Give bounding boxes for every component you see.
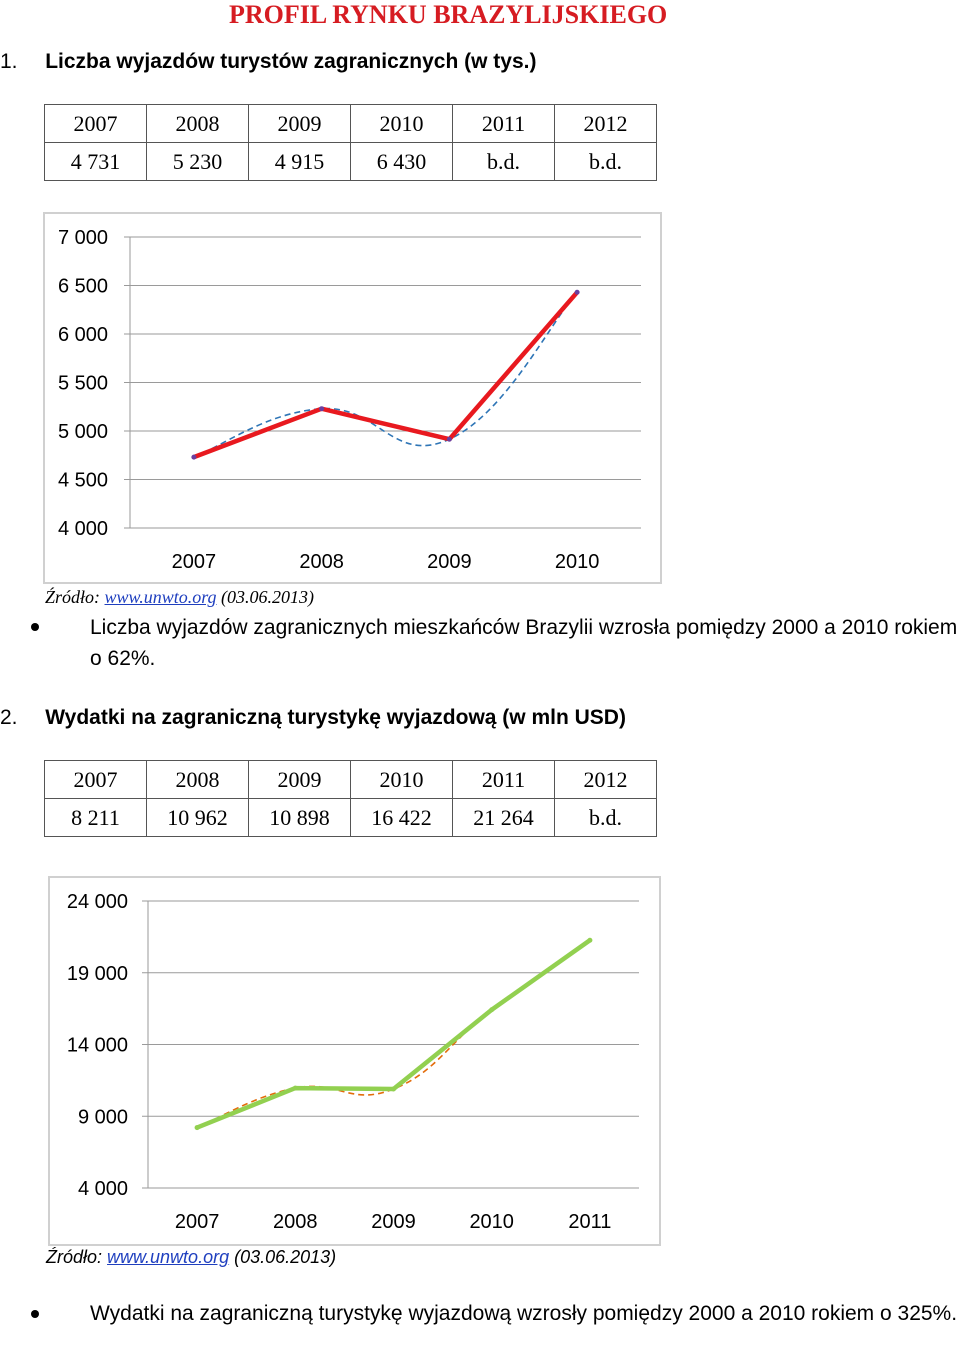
y-tick-label: 6 500 xyxy=(58,276,108,298)
table-cell: 2011 xyxy=(452,104,555,143)
y-tick-label: 4 500 xyxy=(58,470,108,492)
y-tick-label: 6 000 xyxy=(58,324,108,346)
source2: Źródło: www.unwto.org (03.06.2013) xyxy=(46,1247,336,1268)
data-point xyxy=(446,436,452,442)
section1-heading-text: Liczba wyjazdów turystów zagranicznych (… xyxy=(45,50,537,73)
table-row-values: 4 731 5 230 4 915 6 430 b.d. b.d. xyxy=(44,142,657,181)
data-point xyxy=(489,1007,495,1013)
table-cell: b.d. xyxy=(554,798,657,837)
trend-line xyxy=(193,291,578,458)
data-point xyxy=(587,937,593,943)
table-cell: 2007 xyxy=(44,104,147,143)
source2-date: (03.06.2013) xyxy=(229,1247,337,1267)
table-cell: 16 422 xyxy=(350,798,453,837)
table-row-years: 2007 2008 2009 2010 2011 2012 xyxy=(44,104,657,143)
source1-link[interactable]: www.unwto.org xyxy=(104,587,217,607)
table-cell: 10 898 xyxy=(248,798,351,837)
x-tick-label: 2007 xyxy=(172,551,217,573)
page-title: PROFIL RYNKU BRAZYLIJSKIEGO xyxy=(229,0,668,29)
y-tick-label: 14 000 xyxy=(67,1035,128,1057)
table-travellers: 2007 2008 2009 2010 2011 2012 4 731 5 23… xyxy=(44,104,657,181)
table-cell: 5 230 xyxy=(146,142,249,181)
x-tick-label: 2010 xyxy=(555,551,600,573)
y-tick-label: 4 000 xyxy=(58,518,108,540)
x-tick-label: 2010 xyxy=(469,1211,514,1233)
table-cell: 2010 xyxy=(350,760,453,799)
y-tick-label: 5 000 xyxy=(58,421,108,443)
table-cell: 2011 xyxy=(452,760,555,799)
source1-prefix: Źródło: xyxy=(45,587,105,607)
section2-heading-text: Wydatki na zagraniczną turystykę wyjazdo… xyxy=(45,706,626,729)
chart2-expenditure: 24 000 19 000 14 000 9 000 4 000 2007 2008 2009… xyxy=(67,891,639,1233)
source1: Źródło: www.unwto.org (03.06.2013) xyxy=(45,587,314,608)
x-tick-label: 2007 xyxy=(175,1211,220,1233)
data-point xyxy=(292,1085,298,1091)
x-tick-label: 2008 xyxy=(299,551,344,573)
bullet-dot xyxy=(31,1310,39,1318)
table-row-years: 2007 2008 2009 2010 2011 2012 xyxy=(44,760,657,799)
table-row-values: 8 211 10 962 10 898 16 422 21 264 b.d. xyxy=(44,798,657,837)
table-cell: 21 264 xyxy=(452,798,555,837)
table-cell: 2012 xyxy=(554,104,657,143)
section1-number: 1. xyxy=(0,50,18,73)
table-cell: 4 915 xyxy=(248,142,351,181)
source2-prefix: Źródło: xyxy=(46,1247,108,1267)
source1-date: (03.06.2013) xyxy=(216,587,315,607)
trend-line xyxy=(196,939,591,1129)
x-tick-label: 2008 xyxy=(273,1211,318,1233)
bullet1-text: Liczba wyjazdów zagranicznych mieszkańcó… xyxy=(90,616,958,670)
y-tick-label: 4 000 xyxy=(78,1178,128,1200)
section2-number: 2. xyxy=(0,706,18,729)
series-line xyxy=(191,290,580,460)
x-tick-label: 2009 xyxy=(371,1211,416,1233)
table-cell: 4 731 xyxy=(44,142,147,181)
y-tick-label: 9 000 xyxy=(78,1106,128,1128)
source2-link[interactable]: www.unwto.org xyxy=(107,1247,230,1267)
data-point xyxy=(194,1125,200,1131)
section1-heading: 1. Liczba wyjazdów turystów zagranicznyc… xyxy=(0,50,536,74)
table-cell: b.d. xyxy=(452,142,555,181)
data-point xyxy=(391,1086,396,1092)
section2-heading: 2. Wydatki na zagraniczną turystykę wyja… xyxy=(0,706,626,730)
table-cell: 2010 xyxy=(350,104,453,143)
y-tick-label: 24 000 xyxy=(67,891,128,913)
y-tick-label: 7 000 xyxy=(58,227,108,249)
table-cell: 2009 xyxy=(248,760,351,799)
table-cell: 10 962 xyxy=(146,798,249,837)
data-point xyxy=(191,454,197,460)
x-tick-label: 2011 xyxy=(568,1211,611,1233)
table-cell: 2008 xyxy=(146,760,249,799)
x-tick-label: 2009 xyxy=(427,551,472,573)
table-cell: 6 430 xyxy=(350,142,453,181)
data-point xyxy=(319,406,325,412)
chart1-travellers: 7 000 6 500 6 000 5 500 5 000 4 500 4 000 2007 2… xyxy=(58,227,641,573)
chart1-frame: 7 000 6 500 6 000 5 500 5 000 4 500 4 000 2007 2… xyxy=(43,212,662,584)
y-tick-label: 19 000 xyxy=(67,963,128,985)
table-cell: 2012 xyxy=(554,760,657,799)
table-cell: 2009 xyxy=(248,104,351,143)
table-expenditure: 2007 2008 2009 2010 2011 2012 8 211 10 9… xyxy=(44,760,657,837)
table-cell: b.d. xyxy=(554,142,657,181)
y-tick-label: 5 500 xyxy=(58,373,108,395)
data-point xyxy=(574,289,580,295)
chart2-frame: 24 000 19 000 14 000 9 000 4 000 2007 2008 2009… xyxy=(48,876,661,1246)
bullet2-text: Wydatki na zagraniczną turystykę wyjazdo… xyxy=(90,1302,958,1325)
table-cell: 2008 xyxy=(146,104,249,143)
bullet-dot xyxy=(31,623,39,631)
table-cell: 2007 xyxy=(44,760,147,799)
table-cell: 8 211 xyxy=(44,798,147,837)
